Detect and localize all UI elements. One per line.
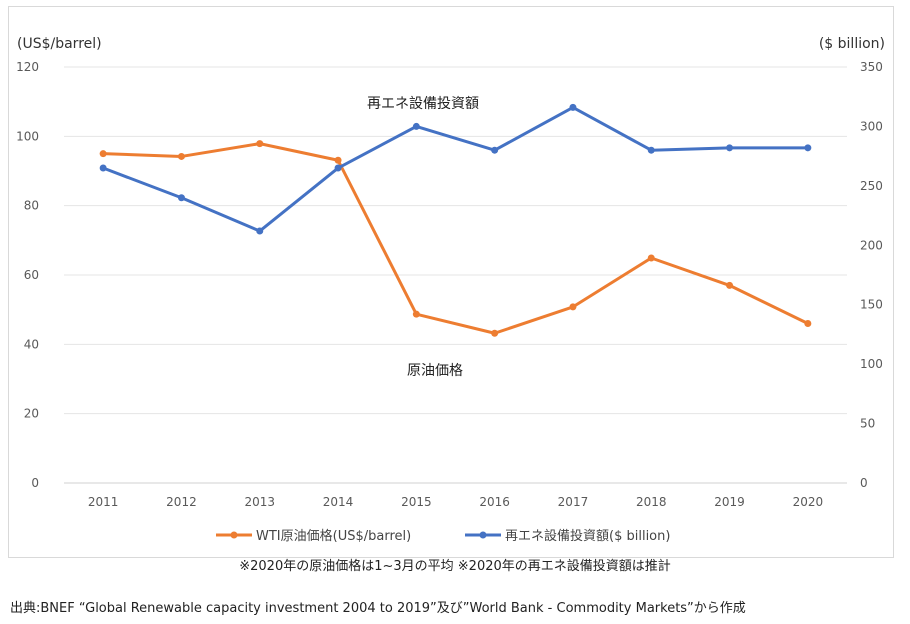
right-tick-label: 0 [860,476,868,490]
data-point-renewable [412,122,420,130]
x-tick-label: 2020 [793,495,824,509]
x-tick-label: 2016 [479,495,510,509]
data-point-renewable [804,144,812,152]
left-axis-ticks: 0 20 40 60 80 100 120 [16,60,39,490]
left-tick-label: 20 [24,407,39,421]
annotation-oil: 原油価格 [407,363,463,379]
right-tick-label: 100 [860,357,883,371]
data-point-wti [99,150,107,158]
dual-axis-line-chart: 0 20 40 60 80 100 120 0 50 100 150 200 250 300 350 20… [16,36,885,544]
data-point-wti [804,320,812,328]
data-point-renewable [491,146,499,154]
data-point-wti [334,156,342,164]
legend-label-wti: WTI原油価格(US$/barrel) [256,528,411,544]
right-tick-label: 300 [860,119,883,133]
legend: WTI原油価格(US$/barrel) 再エネ設備投資額($ billion) [216,528,670,544]
data-point-wti [256,140,264,148]
right-axis-ticks: 0 50 100 150 200 250 300 350 [860,60,883,490]
x-tick-label: 2015 [401,495,432,509]
x-tick-label: 2012 [166,495,197,509]
x-tick-label: 2013 [244,495,275,509]
source-note: 出典:BNEF “Global Renewable capacity inves… [10,601,746,616]
left-axis-unit: (US$/barrel) [17,36,102,52]
x-tick-label: 2018 [636,495,667,509]
data-point-renewable [99,164,107,172]
x-tick-label: 2011 [88,495,119,509]
x-tick-label: 2019 [714,495,745,509]
data-point-wti [491,329,499,337]
right-tick-label: 350 [860,60,883,74]
data-point-wti [726,281,734,289]
data-point-renewable [569,103,577,111]
right-tick-label: 250 [860,179,883,193]
data-point-renewable [177,194,185,202]
annotation-renewable: 再エネ設備投資額 [367,96,479,112]
data-point-renewable [256,227,264,235]
chart-frame: 0 20 40 60 80 100 120 0 50 100 150 200 250 300 350 20… [8,6,894,558]
right-axis-unit: ($ billion) [819,36,885,52]
data-point-renewable [647,146,655,154]
left-tick-label: 80 [24,199,39,213]
series-line-renewable [101,105,810,233]
right-tick-label: 200 [860,238,883,252]
right-tick-label: 150 [860,298,883,312]
x-axis-ticks: 2011 2012 2013 2014 2015 2016 2017 2018 2019 2020 [88,495,823,509]
left-tick-label: 100 [16,129,39,143]
left-tick-label: 40 [24,337,39,351]
x-tick-label: 2017 [558,495,589,509]
left-tick-label: 0 [31,476,39,490]
series-layer [99,103,812,337]
data-point-wti [569,303,577,311]
data-point-renewable [726,144,734,152]
legend-label-renewable: 再エネ設備投資額($ billion) [505,528,670,544]
data-point-wti [177,152,185,160]
data-point-renewable [334,164,342,172]
x-tick-label: 2014 [323,495,354,509]
gridlines [64,66,847,484]
data-point-wti [412,310,420,318]
right-tick-label: 50 [860,417,875,431]
legend-marker-wti [230,531,238,539]
left-tick-label: 120 [16,60,39,74]
data-point-wti [647,254,655,262]
left-tick-label: 60 [24,268,39,282]
series-line-wti [101,142,810,335]
legend-marker-renewable [479,531,487,539]
footnote: ※2020年の原油価格は1~3月の平均 ※2020年の再エネ設備投資額は推計 [239,559,671,574]
